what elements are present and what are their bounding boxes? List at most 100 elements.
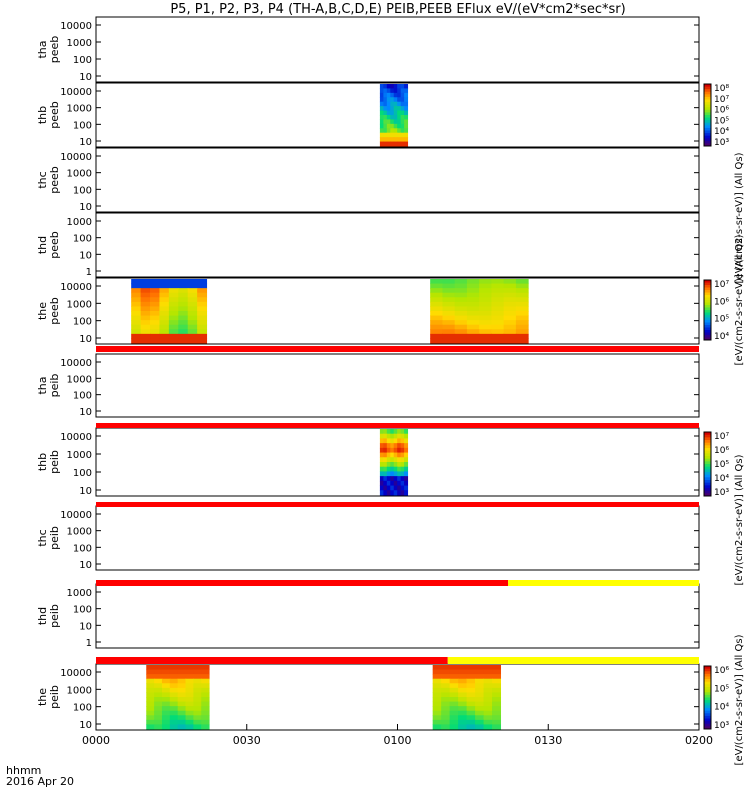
data-cell-the_peib-1-10-1 — [441, 710, 451, 716]
data-cell-the_peib-0-12-7 — [201, 719, 210, 725]
data-cell-the_peib-1-4-1 — [441, 683, 451, 689]
data-cell-the_peeb-0-7-5 — [178, 311, 189, 317]
data-cell-thb_peeb-0-12-1 — [383, 137, 388, 143]
data-cell-the_peeb-1-9-3 — [466, 320, 480, 326]
colorbar-cell-the_peib-23 — [704, 726, 711, 730]
data-cell-the_peeb-1-10-7 — [515, 324, 529, 330]
colorbar-cell-thb_peib-5 — [704, 445, 711, 449]
data-cell-the_peeb-1-6-0 — [430, 306, 443, 312]
data-cell-the_peib-0-4-0 — [146, 683, 155, 689]
data-cell-the_peib-0-5-0 — [146, 687, 155, 693]
colorbar-cell-thb_peeb-8 — [704, 104, 711, 108]
data-cell-thb_peeb-0-9-6 — [400, 123, 405, 129]
panel-ylabel-thb_peib-line1: thb — [36, 453, 49, 471]
data-cell-the_peeb-1-5-2 — [454, 301, 468, 307]
data-cell-the_peib-0-8-7 — [201, 701, 210, 707]
ytick-the_peib-0: 10000 — [60, 668, 92, 679]
data-cell-the_peib-1-5-0 — [432, 687, 442, 693]
data-cell-the_peeb-1-8-3 — [466, 315, 480, 321]
data-cell-the_peeb-1-8-7 — [515, 315, 529, 321]
data-cell-the_peib-0-10-2 — [161, 710, 171, 716]
data-cell-the_peeb-0-9-7 — [197, 320, 208, 326]
data-cell-the_peib-0-7-2 — [161, 697, 171, 703]
data-cell-the_peib-1-6-5 — [475, 692, 485, 698]
data-cell-the_peib-0-7-3 — [169, 697, 179, 703]
data-cell-thb_peeb-0-8-1 — [383, 119, 388, 125]
data-cell-thb_peib-0-13-1 — [383, 490, 388, 496]
data-cell-the_peib-1-0-6 — [483, 665, 493, 671]
colorbar-cell-thb_peib-15 — [704, 472, 711, 476]
data-cell-the_peib-1-4-7 — [492, 683, 502, 689]
data-cell-thb_peeb-0-5-5 — [397, 106, 402, 112]
colorbar-cell-the_peeb-23 — [704, 337, 711, 341]
data-cell-thb_peeb-0-2-7 — [404, 92, 409, 98]
data-cell-thb_peeb-0-3-2 — [386, 97, 391, 103]
data-cell-the_peeb-0-9-3 — [159, 320, 170, 326]
data-cell-the_peeb-0-7-7 — [197, 311, 208, 317]
data-cell-the_peib-1-3-6 — [483, 678, 493, 684]
data-cell-the_peib-0-1-0 — [146, 669, 155, 675]
data-cell-thb_peib-0-6-0 — [379, 457, 384, 463]
data-cell-the_peeb-1-7-1 — [442, 311, 456, 317]
data-cell-the_peib-0-12-5 — [185, 719, 194, 725]
data-cell-the_peeb-0-1-7 — [197, 283, 208, 289]
colorbar-cell-the_peib-1 — [704, 668, 711, 672]
data-cell-thb_peeb-0-4-7 — [404, 101, 409, 107]
data-cell-thb_peib-0-11-4 — [393, 480, 398, 487]
colorbar-cell-thb_peeb-11 — [704, 112, 711, 116]
data-cell-the_peeb-1-7-5 — [491, 311, 505, 317]
colorbar-cell-thb_peeb-10 — [704, 109, 711, 113]
data-cell-the_peib-1-8-6 — [483, 701, 493, 707]
data-cell-the_peeb-0-3-7 — [197, 292, 208, 298]
data-cell-thb_peeb-0-3-7 — [404, 97, 409, 103]
data-cell-thb_peeb-0-4-5 — [397, 101, 402, 107]
data-cell-thb_peeb-0-13-5 — [397, 141, 402, 147]
mode-bar-2-0 — [96, 502, 699, 507]
data-cell-the_peib-1-12-6 — [483, 719, 493, 725]
data-cell-the_peeb-0-7-0 — [131, 311, 142, 317]
data-cell-the_peeb-0-7-3 — [159, 311, 170, 317]
data-cell-thb_peeb-0-0-0 — [379, 84, 384, 89]
data-cell-the_peib-0-4-1 — [154, 683, 163, 689]
data-cell-thb_peeb-0-0-1 — [383, 84, 388, 89]
data-cell-thb_peeb-0-7-5 — [397, 115, 402, 120]
data-cell-thb_peeb-0-13-0 — [379, 141, 384, 147]
data-cell-the_peeb-0-12-6 — [187, 333, 198, 339]
colorbar-cell-thb_peib-22 — [704, 490, 711, 494]
data-cell-the_peeb-1-11-5 — [491, 329, 505, 335]
data-cell-the_peeb-1-11-0 — [430, 329, 443, 335]
colorbar-cell-the_peib-8 — [704, 687, 711, 691]
data-cell-the_peeb-0-1-3 — [159, 283, 170, 289]
data-cell-the_peib-0-1-2 — [161, 669, 171, 675]
data-cell-thb_peeb-0-1-4 — [393, 88, 398, 94]
data-cell-thb_peib-0-5-5 — [397, 452, 402, 458]
data-cell-thb_peeb-0-3-0 — [379, 97, 384, 103]
data-cell-thb_peib-0-0-5 — [397, 429, 402, 435]
data-cell-the_peib-1-9-1 — [441, 706, 451, 712]
data-cell-the_peeb-0-12-3 — [159, 333, 170, 339]
data-cell-thb_peeb-0-10-4 — [393, 128, 398, 134]
colorbar-cell-the_peib-3 — [704, 673, 711, 677]
colorbar-cell-thb_peeb-19 — [704, 133, 711, 137]
data-cell-the_peib-0-3-6 — [193, 678, 202, 684]
data-cell-thb_peeb-0-8-0 — [379, 119, 384, 125]
data-cell-the_peib-0-9-2 — [161, 706, 171, 712]
data-cell-the_peib-1-3-3 — [458, 678, 468, 684]
ytick-thc_peeb-3: 10 — [79, 202, 92, 213]
data-cell-the_peeb-0-10-2 — [150, 324, 160, 330]
colorbar-cell-thb_peib-11 — [704, 461, 711, 465]
data-cell-the_peib-1-10-7 — [492, 710, 502, 716]
colorbar-tick-thb_peib-2: 10⁵ — [714, 460, 729, 470]
data-cell-the_peeb-1-5-1 — [442, 301, 456, 307]
data-cell-thb_peeb-0-8-4 — [393, 119, 398, 125]
panel-ylabel-thd_peeb-line1: thd — [36, 236, 49, 254]
data-cell-the_peib-1-0-7 — [492, 665, 502, 671]
data-cell-the_peeb-0-10-7 — [197, 324, 208, 330]
colorbar-cell-the_peeb-10 — [704, 305, 711, 308]
data-cell-the_peeb-1-5-4 — [479, 301, 492, 307]
colorbar-cell-the_peib-14 — [704, 702, 711, 706]
colorbar-cell-thb_peeb-21 — [704, 138, 711, 142]
data-cell-the_peib-1-12-5 — [475, 719, 485, 725]
data-cell-the_peib-0-9-3 — [169, 706, 179, 712]
